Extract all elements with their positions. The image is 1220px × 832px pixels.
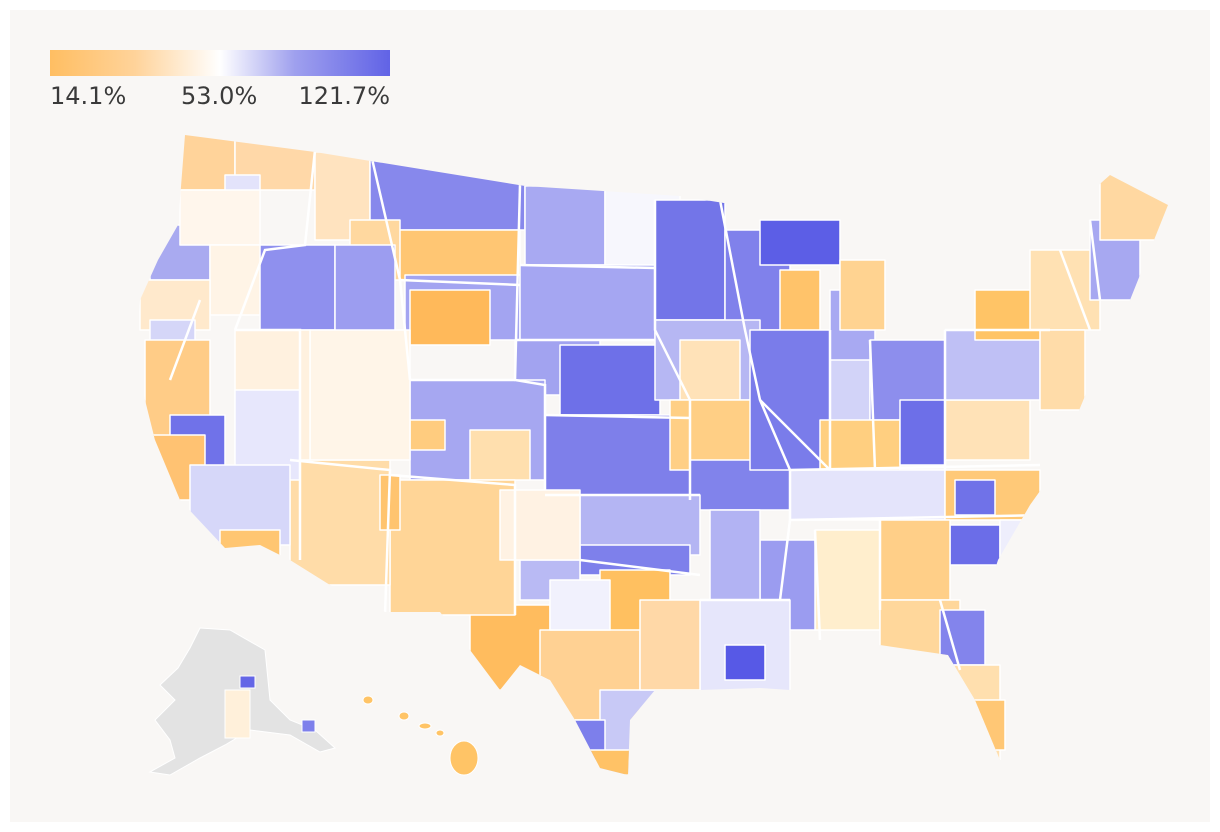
region [839,259,886,331]
region [334,244,396,336]
boundary [233,149,317,331]
boundary [168,299,202,381]
region [409,419,446,451]
island [435,729,445,737]
region [409,289,491,346]
hawaii [362,695,479,776]
alaska [148,627,337,776]
island [362,695,374,705]
boundary [789,463,1041,472]
boundary [544,413,691,420]
region [219,529,281,561]
region [999,519,1056,561]
legend-max-label: 121.7% [298,82,390,110]
region [939,609,986,666]
region [879,519,951,601]
region [239,675,256,689]
region [1039,329,1086,411]
boundary [938,599,962,671]
boundary [289,458,392,616]
boundary [813,529,822,641]
legend-min-label: 14.1% [50,82,127,110]
boundary [389,473,517,615]
region [899,399,946,466]
region [179,189,261,246]
region [944,399,1031,461]
region [964,699,1006,751]
region [654,199,726,321]
region [519,264,656,341]
region [759,219,841,266]
region [469,604,551,691]
state-boundaries [168,149,1102,671]
region [209,244,266,316]
boundary [399,278,521,287]
boundary [759,399,831,471]
boundary [653,200,692,500]
region [639,599,701,691]
region [954,479,996,516]
region [544,414,691,496]
region [389,479,516,616]
region [1099,164,1168,241]
legend-bar-spacer [50,50,390,76]
island [398,711,410,721]
boundary [579,558,701,577]
boundary [1088,219,1102,301]
region [224,689,251,739]
region [394,229,521,281]
region [679,339,741,401]
boundary [235,328,302,560]
boundary [789,513,1051,522]
boundary [1058,249,1092,331]
island [418,722,432,730]
region [469,429,531,481]
region [309,329,411,461]
region [589,749,641,775]
boundary [868,339,877,471]
boundary [513,184,547,490]
region [709,509,761,601]
island [449,740,479,776]
legend-labels: 14.1% 53.0% 121.7% [50,82,390,118]
region [819,419,901,471]
boundary [519,263,656,270]
legend-mid-label: 53.0% [181,82,258,110]
region [289,459,391,586]
region [549,579,611,631]
region [259,244,336,331]
region [559,344,661,416]
region [814,529,881,631]
region [789,469,946,521]
boundary [718,199,792,601]
region [949,524,1001,566]
region [301,719,316,733]
region [749,329,831,471]
legend-color-bar [50,50,390,76]
color-legend: 14.1% 53.0% 121.7% [50,50,390,118]
region [724,644,766,681]
region [524,185,606,266]
region [499,489,581,561]
